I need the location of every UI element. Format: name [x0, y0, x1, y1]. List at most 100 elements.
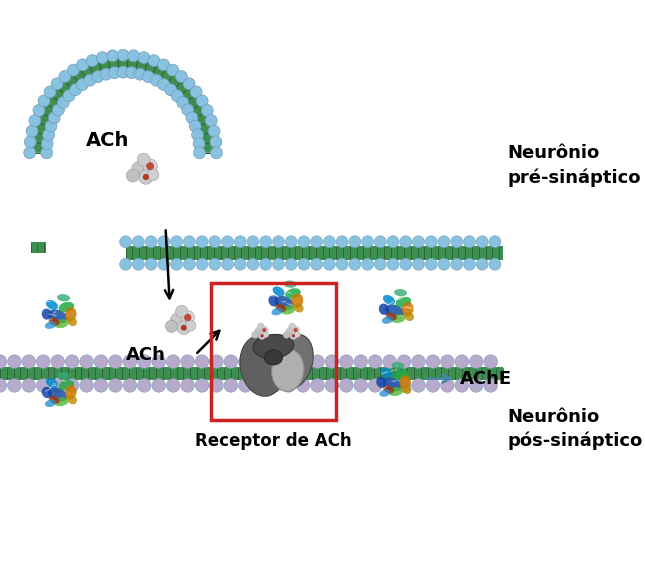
Circle shape [292, 326, 299, 334]
Circle shape [210, 136, 222, 148]
Circle shape [260, 259, 272, 270]
Ellipse shape [46, 300, 58, 310]
Circle shape [224, 379, 238, 392]
Circle shape [96, 52, 108, 64]
Bar [0, 367, 502, 380]
Circle shape [157, 59, 170, 71]
Circle shape [24, 147, 35, 158]
Ellipse shape [59, 380, 74, 391]
Circle shape [254, 327, 264, 337]
Circle shape [194, 147, 206, 158]
Circle shape [137, 355, 151, 369]
Ellipse shape [45, 321, 56, 329]
Circle shape [77, 79, 88, 90]
Circle shape [132, 236, 144, 248]
Ellipse shape [59, 302, 74, 312]
Circle shape [412, 355, 425, 369]
Circle shape [165, 320, 177, 333]
Circle shape [193, 138, 205, 149]
Circle shape [438, 236, 450, 248]
Circle shape [336, 259, 348, 270]
Circle shape [374, 236, 386, 248]
Circle shape [239, 355, 252, 369]
Ellipse shape [285, 288, 301, 299]
Circle shape [263, 328, 266, 332]
Ellipse shape [379, 389, 391, 397]
Circle shape [80, 379, 94, 392]
Circle shape [282, 379, 295, 392]
Ellipse shape [253, 334, 293, 359]
Circle shape [323, 259, 335, 270]
Circle shape [164, 84, 177, 96]
Circle shape [143, 159, 157, 174]
Circle shape [285, 236, 297, 248]
Circle shape [268, 379, 281, 392]
Ellipse shape [385, 305, 404, 319]
Ellipse shape [394, 289, 407, 296]
Ellipse shape [48, 318, 59, 325]
Circle shape [413, 236, 424, 248]
Ellipse shape [268, 295, 279, 306]
Circle shape [117, 49, 129, 61]
Circle shape [397, 379, 411, 392]
Ellipse shape [48, 388, 68, 402]
Ellipse shape [399, 375, 411, 389]
Ellipse shape [383, 386, 394, 393]
Circle shape [294, 332, 301, 338]
Circle shape [425, 259, 437, 270]
Circle shape [77, 59, 88, 71]
Circle shape [37, 355, 50, 369]
Circle shape [181, 311, 195, 324]
Circle shape [339, 355, 353, 369]
Circle shape [108, 67, 121, 79]
Circle shape [323, 236, 335, 248]
Circle shape [38, 95, 50, 107]
Ellipse shape [45, 400, 56, 407]
Circle shape [48, 112, 60, 124]
Circle shape [239, 379, 252, 392]
Circle shape [476, 259, 488, 270]
Ellipse shape [54, 397, 68, 406]
Ellipse shape [404, 312, 414, 321]
Circle shape [196, 95, 208, 107]
Ellipse shape [383, 295, 395, 305]
Circle shape [470, 355, 483, 369]
Circle shape [426, 379, 440, 392]
Circle shape [147, 169, 159, 180]
Polygon shape [30, 55, 217, 153]
Ellipse shape [48, 396, 59, 404]
Circle shape [94, 355, 108, 369]
Ellipse shape [292, 293, 303, 308]
Circle shape [25, 136, 36, 148]
Circle shape [484, 379, 497, 392]
Circle shape [106, 50, 119, 62]
Ellipse shape [42, 309, 52, 320]
Circle shape [252, 332, 259, 338]
Circle shape [282, 355, 295, 369]
Circle shape [138, 52, 150, 64]
Ellipse shape [48, 310, 68, 324]
Circle shape [311, 355, 324, 369]
Circle shape [354, 355, 368, 369]
Circle shape [195, 379, 209, 392]
Text: ACh: ACh [86, 130, 130, 149]
Circle shape [263, 332, 269, 338]
Circle shape [383, 355, 397, 369]
Circle shape [166, 379, 180, 392]
Circle shape [123, 355, 137, 369]
Circle shape [186, 112, 198, 124]
Circle shape [253, 379, 266, 392]
Circle shape [489, 259, 501, 270]
Circle shape [171, 90, 183, 102]
Circle shape [171, 259, 183, 270]
Circle shape [261, 326, 268, 334]
Circle shape [289, 323, 295, 330]
Circle shape [247, 259, 259, 270]
Circle shape [158, 236, 170, 248]
Circle shape [57, 97, 69, 108]
Circle shape [170, 312, 186, 329]
Circle shape [298, 259, 310, 270]
Circle shape [94, 379, 108, 392]
Ellipse shape [67, 395, 77, 404]
Circle shape [412, 379, 425, 392]
